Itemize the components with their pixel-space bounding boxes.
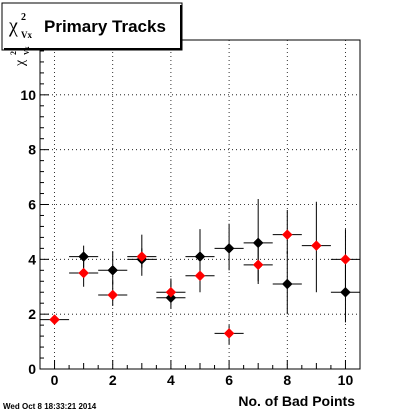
data-point xyxy=(223,328,235,339)
x-tick-label: 0 xyxy=(51,372,59,388)
y-tick-label: 4 xyxy=(28,251,36,267)
x-tick-label: 6 xyxy=(225,372,233,388)
svg-text:Vx: Vx xyxy=(23,46,31,55)
y-tick-label: 8 xyxy=(28,142,36,158)
grid-lines xyxy=(40,39,360,369)
timestamp: Wed Oct 8 18:33:21 2014 xyxy=(3,402,97,411)
chart-title: Primary Tracks xyxy=(44,17,166,36)
title-chi-symbol: χ xyxy=(8,15,18,37)
title-chi-sup: 2 xyxy=(21,12,26,23)
y-axis-title: χ 2 Vx xyxy=(9,46,31,67)
data-point xyxy=(252,259,264,271)
data-point xyxy=(107,264,119,276)
title-chi-sub: Vx xyxy=(21,30,32,40)
data-point xyxy=(165,286,177,298)
axis-ticks xyxy=(39,39,361,370)
y-tick-label: 0 xyxy=(28,361,36,377)
x-tick-label: 2 xyxy=(109,372,117,388)
svg-text:χ: χ xyxy=(13,59,28,67)
data-point xyxy=(78,267,89,279)
series-1 xyxy=(40,201,360,345)
x-tick-labels: 0 2 4 6 8 10 xyxy=(51,372,354,388)
x-tick-label: 4 xyxy=(167,372,175,388)
series-layer xyxy=(40,199,360,345)
data-point xyxy=(340,253,351,265)
y-tick-label: 6 xyxy=(28,197,36,213)
data-point xyxy=(281,229,293,241)
svg-text:2: 2 xyxy=(9,51,18,55)
data-point xyxy=(223,243,235,254)
title-box: χ 2 Vx Primary Tracks xyxy=(1,2,183,51)
data-point xyxy=(107,289,119,301)
x-axis-title: No. of Bad Points xyxy=(238,393,355,409)
y-tick-label: 10 xyxy=(20,87,36,103)
x-tick-label: 8 xyxy=(283,372,291,388)
y-tick-labels: 0 2 4 6 8 10 xyxy=(20,87,36,377)
data-point xyxy=(281,278,293,290)
y-tick-label: 2 xyxy=(28,306,36,322)
x-tick-label: 10 xyxy=(338,372,354,388)
data-point xyxy=(136,251,148,262)
data-point xyxy=(49,314,60,326)
data-point xyxy=(311,240,322,251)
data-point xyxy=(194,270,206,282)
